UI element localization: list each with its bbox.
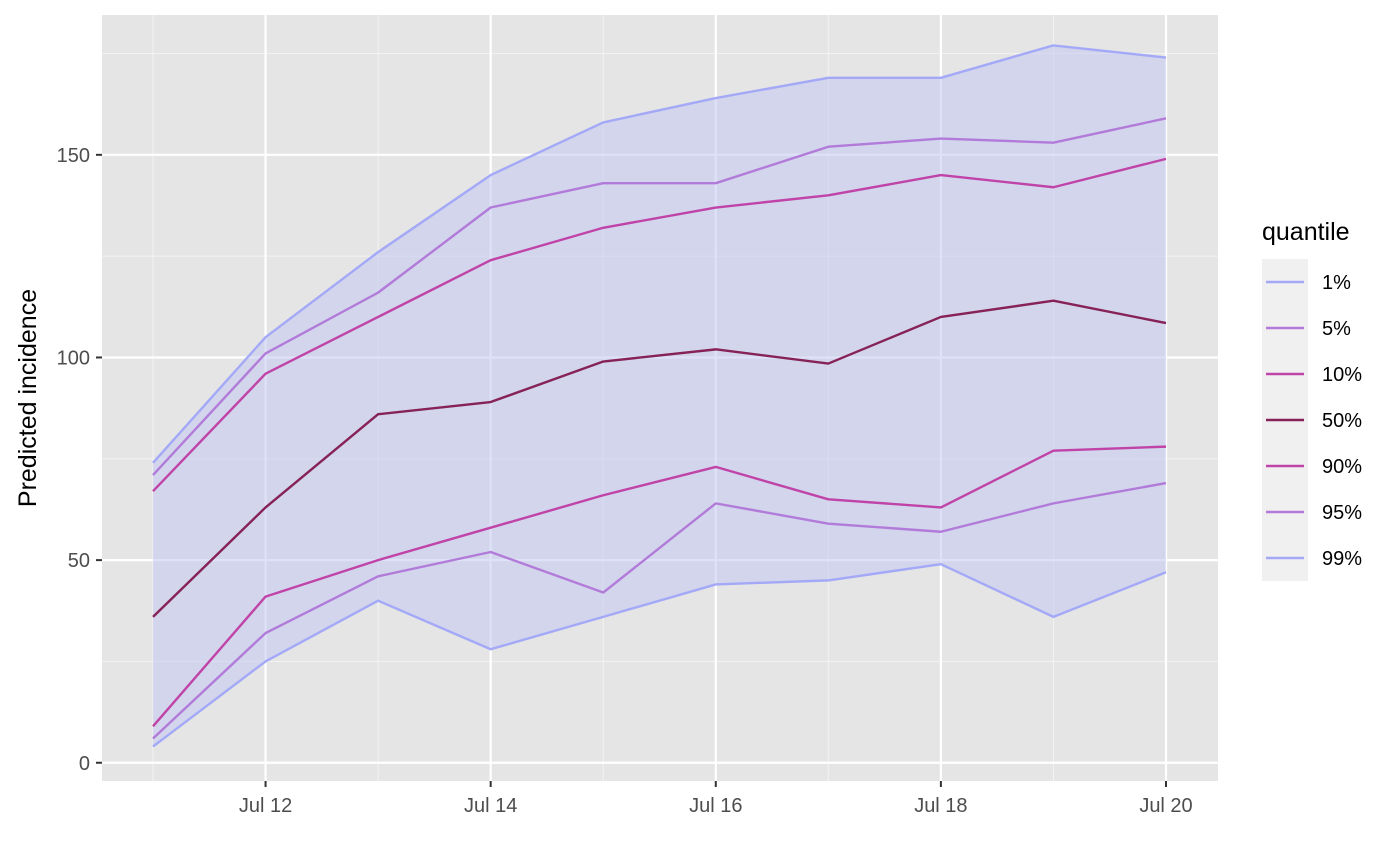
series-line-10pct (152, 157, 1167, 493)
series-line-99pct (152, 562, 1167, 748)
legend-label-1pct: 1% (1322, 272, 1351, 294)
legend-label-99pct: 99% (1322, 548, 1362, 570)
x-tick-label: Jul 18 (914, 795, 967, 817)
series-line-90pct (152, 445, 1167, 728)
y-tick-label: 50 (68, 550, 90, 572)
legend: quantile 1% 5% 10% 50% 90% 95% 99% (1262, 218, 1362, 581)
x-tick-label: Jul 20 (1139, 795, 1192, 817)
legend-label-90pct: 90% (1322, 456, 1362, 478)
x-axis: Jul 12 Jul 14 Jul 16 Jul 18 Jul 20 (239, 781, 1193, 817)
y-tick-label: 0 (79, 753, 90, 775)
x-tick-label: Jul 16 (689, 795, 742, 817)
legend-label-5pct: 5% (1322, 318, 1351, 340)
x-tick-label: Jul 14 (464, 795, 517, 817)
quantile-lines (152, 44, 1167, 748)
legend-title: quantile (1262, 218, 1350, 246)
legend-label-95pct: 95% (1322, 502, 1362, 524)
series-line-95pct (152, 481, 1167, 740)
series-line-5pct (152, 117, 1167, 476)
y-axis: 0 50 100 150 (57, 145, 102, 775)
y-tick-label: 100 (57, 347, 90, 369)
y-tick-label: 150 (57, 145, 90, 167)
series-line-50pct (152, 299, 1167, 618)
legend-label-50pct: 50% (1322, 410, 1362, 432)
x-tick-label: Jul 12 (239, 795, 292, 817)
series-line-1pct (152, 44, 1167, 464)
legend-label-10pct: 10% (1322, 364, 1362, 386)
y-axis-title: Predicted incidence (14, 289, 42, 507)
